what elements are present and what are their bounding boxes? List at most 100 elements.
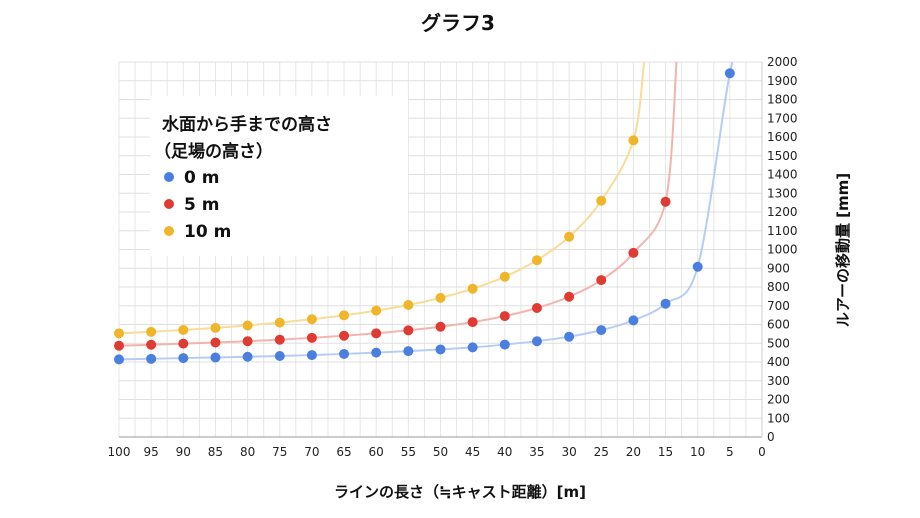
data-point [274,317,285,328]
x-tick-label: 85 [208,445,223,459]
y-tick-label: 1700 [767,111,798,125]
x-tick-label: 30 [561,445,576,459]
data-point [692,261,703,272]
data-point [114,354,124,365]
x-tick-label: 40 [497,445,512,459]
y-tick-label: 800 [767,280,790,294]
grid [118,61,763,438]
y-tick-label: 1300 [767,186,798,200]
y-tick-label: 1800 [767,93,798,107]
y-tick-label: 200 [767,393,790,407]
data-point [242,336,253,347]
data-point [660,298,671,309]
data-point [114,328,124,339]
x-tick-label: 35 [529,445,544,459]
x-tick-label: 75 [272,445,287,459]
y-tick-label: 1000 [767,243,798,257]
data-point [178,324,189,335]
x-axis-title: ラインの長さ（≒キャスト距離）[m] [334,483,586,501]
data-point [531,303,542,313]
data-point [596,195,607,206]
x-tick-label: 45 [465,445,480,459]
x-tick-labels: 100 95 90 85 80 75 70 65 60 55 50 45 40 35 30 25 20 15 10 5… [108,445,766,459]
data-point [435,292,446,303]
data-point [339,310,350,321]
x-tick-label: 10 [690,445,705,459]
y-tick-label: 400 [767,355,790,369]
data-point [306,332,317,343]
data-point [242,351,253,362]
y-tick-label: 300 [767,374,790,388]
y-tick-label: 600 [767,318,790,332]
data-point [596,325,607,336]
y-axis-title: ルアーの移動量 [mm] [834,173,852,327]
x-tick-label: 70 [304,445,319,459]
data-point [435,321,446,332]
data-point [628,135,639,146]
data-point [435,344,446,355]
data-point [403,325,414,336]
data-point [274,351,285,361]
x-tick-label: 60 [369,445,384,459]
y-tick-label: 1400 [767,168,798,182]
y-tick-label: 500 [767,336,790,350]
y-tick-label: 1500 [767,149,798,163]
data-point [178,338,189,349]
legend-label: 10 m [184,222,231,242]
x-tick-label: 20 [626,445,641,459]
data-point [467,342,478,353]
legend-label: 0 m [184,168,219,188]
legend-marker [164,226,174,236]
data-point [531,255,542,266]
x-tick-label: 95 [144,445,159,459]
legend-title-line-1: 水面から手までの高さ [162,114,332,135]
data-point [371,305,382,316]
data-point [499,339,510,350]
data-point [467,317,478,328]
data-point [306,314,317,325]
legend-box [150,96,408,256]
data-point [371,347,382,358]
y-tick-label: 700 [767,299,790,313]
data-point [660,196,671,207]
data-point [628,315,639,326]
x-tick-label: 80 [240,445,255,459]
y-tick-label: 1900 [767,74,798,88]
data-point [210,352,221,363]
y-tick-label: 900 [767,261,790,275]
x-tick-label: 50 [433,445,448,459]
y-tick-label: 2000 [767,55,798,69]
x-tick-label: 0 [758,445,766,459]
data-point [178,353,189,364]
y-tick-label: 0 [767,430,775,444]
x-tick-label: 65 [336,445,351,459]
data-point [339,348,350,359]
data-point [371,328,382,339]
x-tick-label: 100 [108,445,131,459]
data-point [210,337,221,348]
data-point [596,275,607,286]
y-tick-label: 1100 [767,224,798,238]
data-point [146,353,157,364]
legend: 水面から手までの高さ （足場の高さ） 0 m 5 m 10 m [150,96,408,256]
data-point [564,331,575,342]
data-point [628,247,639,258]
legend-label: 5 m [184,195,219,215]
data-point [564,231,575,242]
data-point [274,334,285,345]
y-tick-label: 1600 [767,130,798,144]
data-point [114,340,124,351]
x-tick-label: 15 [658,445,673,459]
y-tick-label: 1200 [767,205,798,219]
data-point [242,320,253,331]
series-line [119,62,734,361]
y-tick-labels: 0 100 200 300 400 500 600 700 800 900 1000 1100 1200… [767,55,798,444]
data-point [146,339,157,350]
data-point [403,346,414,357]
data-point [306,350,317,361]
x-tick-label: 25 [594,445,609,459]
y-tick-label: 100 [767,411,790,425]
data-point [339,330,350,341]
data-point [467,283,478,294]
